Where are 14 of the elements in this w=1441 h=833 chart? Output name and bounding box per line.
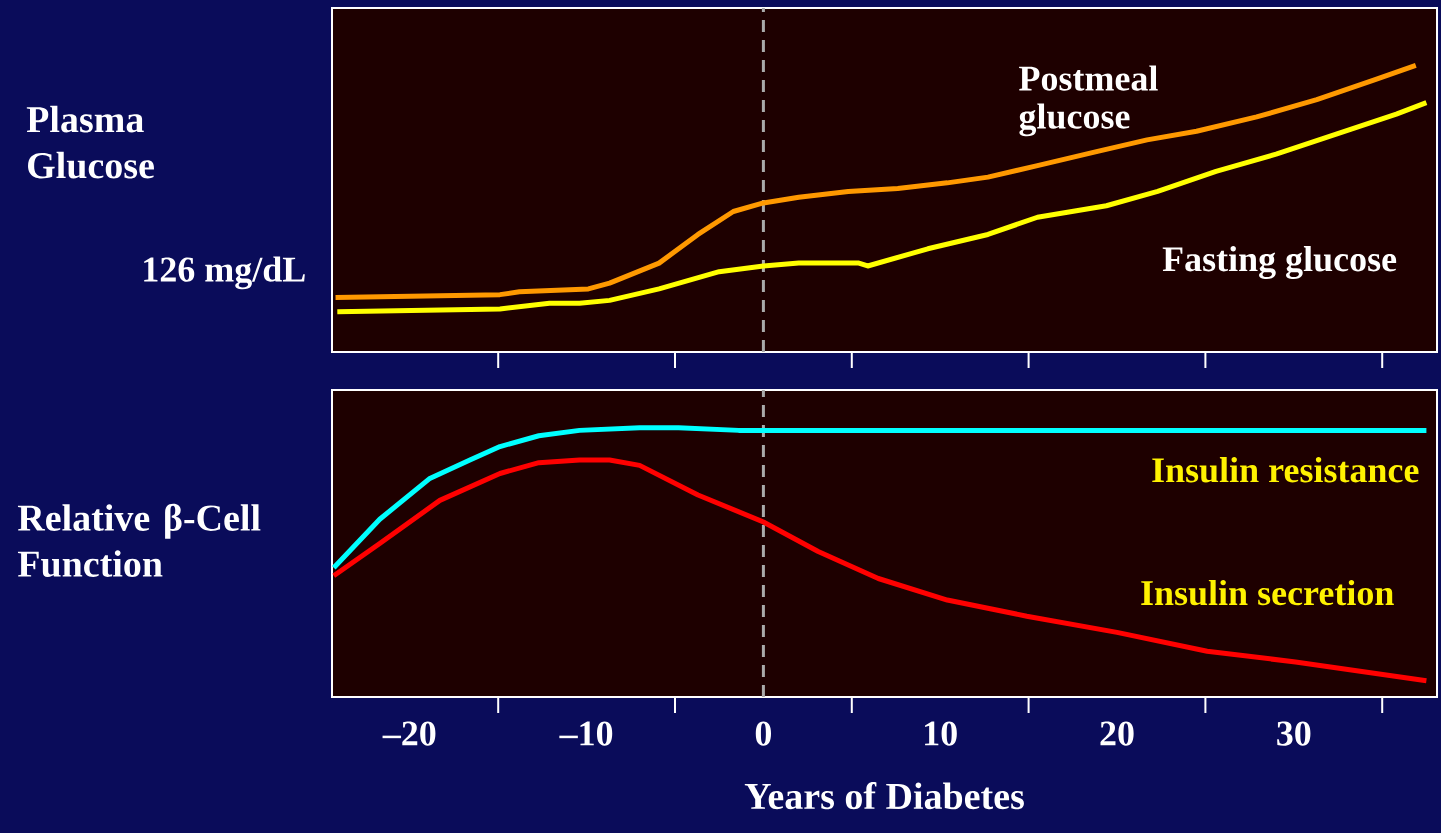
series-label: Fasting glucose — [1162, 246, 1397, 279]
series-label: Insulin secretion — [1141, 579, 1394, 606]
x-tick-label: 30 — [1277, 721, 1311, 746]
x-tick-label: 20 — [1100, 721, 1134, 746]
x-tick-label: –10 — [559, 721, 613, 746]
x-tick-label: 0 — [755, 721, 772, 746]
x-axis-title: Years of Diabetes — [744, 782, 1024, 810]
y-axis-title: Plasma Glucose — [26, 105, 154, 179]
y-axis-title: Relative β-Cell Function — [17, 503, 261, 578]
series-label: Insulin resistance — [1152, 457, 1419, 483]
x-tick-label: –20 — [382, 721, 436, 746]
series-label: Postmeal glucose — [1019, 65, 1158, 137]
x-tick-label: 10 — [925, 721, 957, 746]
text: 126 mg/dL — [144, 256, 305, 290]
